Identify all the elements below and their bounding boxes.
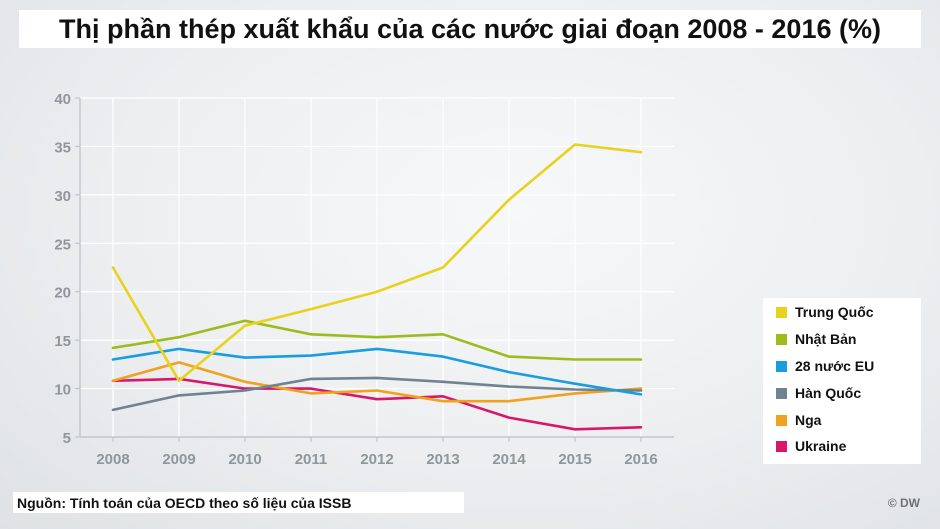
legend-swatch bbox=[776, 440, 787, 452]
series-line-ukraine bbox=[111, 377, 643, 431]
legend-label: 28 nước EU bbox=[795, 358, 875, 374]
source-note: Nguồn: Tính toán của OECD theo số liệu c… bbox=[17, 494, 352, 511]
series-layer bbox=[111, 143, 643, 431]
legend-swatch bbox=[776, 387, 787, 399]
legend-label: Nga bbox=[795, 412, 822, 428]
series-line-trung-quốc bbox=[111, 143, 643, 383]
legend-swatch bbox=[776, 360, 787, 372]
legend-swatch bbox=[776, 306, 787, 318]
x-tick-label: 2013 bbox=[426, 451, 459, 468]
x-tick-label: 2012 bbox=[360, 451, 393, 468]
chart-title-box: Thị phần thép xuất khẩu của các nước gia… bbox=[19, 10, 921, 48]
legend-item: Nga bbox=[763, 409, 821, 431]
y-tick-label: 40 bbox=[54, 91, 71, 108]
series-line-hàn-quốc bbox=[111, 376, 643, 412]
x-tick-label: 2008 bbox=[96, 451, 129, 468]
legend-label: Ukraine bbox=[795, 438, 847, 454]
source-box: Nguồn: Tính toán của OECD theo số liệu c… bbox=[13, 492, 464, 513]
legend-label: Nhật Bản bbox=[795, 331, 857, 347]
y-tick-label: 10 bbox=[54, 382, 71, 399]
dw-credit: © DW bbox=[887, 496, 920, 510]
axis-layer bbox=[75, 97, 674, 442]
legend-item: Ukraine bbox=[763, 435, 846, 457]
legend-item: Hàn Quốc bbox=[763, 382, 861, 404]
tick-label-layer: 5 10 15 20 25 30 35 40 2008 2009 2010 2011 2012 2013 2… bbox=[54, 91, 657, 468]
x-tick-label: 2009 bbox=[162, 451, 195, 468]
y-tick-label: 25 bbox=[54, 236, 71, 253]
y-tick-label: 15 bbox=[54, 333, 71, 350]
y-tick-label: 5 bbox=[63, 430, 71, 447]
chart-legend: Trung Quốc Nhật Bản 28 nước EU Hàn Quốc Nga U… bbox=[763, 298, 921, 464]
y-tick-label: 20 bbox=[54, 285, 71, 302]
chart-title: Thị phần thép xuất khẩu của các nước gia… bbox=[59, 13, 881, 44]
x-tick-label: 2014 bbox=[492, 451, 526, 468]
x-tick-label: 2016 bbox=[624, 451, 657, 468]
x-tick-label: 2010 bbox=[228, 451, 261, 468]
y-tick-label: 30 bbox=[54, 188, 71, 205]
x-tick-label: 2011 bbox=[295, 451, 328, 468]
x-tick-label: 2015 bbox=[558, 451, 591, 468]
legend-item: Trung Quốc bbox=[763, 301, 874, 323]
legend-item: Nhật Bản bbox=[763, 328, 856, 350]
legend-swatch bbox=[776, 333, 787, 345]
legend-item: 28 nước EU bbox=[763, 355, 874, 377]
series-line-nga bbox=[111, 361, 643, 403]
y-tick-label: 35 bbox=[54, 139, 71, 156]
legend-label: Trung Quốc bbox=[795, 304, 874, 320]
legend-swatch bbox=[776, 414, 787, 426]
series-line-28-nước-eu bbox=[111, 347, 643, 396]
legend-label: Hàn Quốc bbox=[795, 385, 862, 401]
series-line-nhật-bản bbox=[111, 319, 643, 361]
